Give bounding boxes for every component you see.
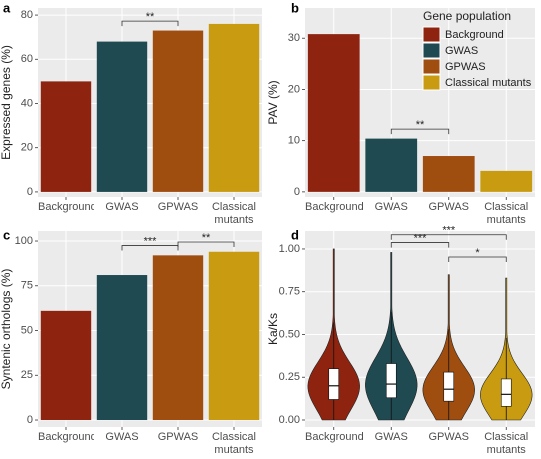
significance-bracket bbox=[448, 256, 507, 262]
panel-label: d bbox=[291, 227, 299, 242]
x-tick-label: GWAS bbox=[105, 201, 139, 213]
y-tick-label: 60 bbox=[21, 53, 33, 65]
legend-key bbox=[422, 26, 441, 43]
y-tick-label: 40 bbox=[21, 97, 33, 109]
bar bbox=[40, 310, 92, 421]
x-tick-label: Background bbox=[305, 201, 363, 213]
x-tick-label-box: GPWAS bbox=[428, 431, 470, 443]
significance-bracket bbox=[390, 234, 507, 240]
significance-label: ** bbox=[202, 232, 211, 244]
y-tick-label: 10 bbox=[288, 135, 300, 147]
x-tick-label-box: Background bbox=[38, 431, 94, 443]
panel-label: a bbox=[3, 0, 11, 15]
legend-title: Gene population bbox=[423, 9, 511, 23]
box bbox=[500, 378, 512, 407]
x-tick-label: GPWAS bbox=[428, 431, 470, 443]
bar bbox=[208, 23, 260, 192]
significance-bracket bbox=[390, 242, 450, 248]
y-tick-label: 25 bbox=[21, 369, 33, 381]
y-tick-label: 0.00 bbox=[279, 414, 300, 426]
x-tick-label: GPWAS bbox=[428, 201, 470, 213]
x-tick-label: Classical mutants bbox=[211, 431, 256, 456]
x-tick-label: Classical mutants bbox=[484, 201, 529, 226]
x-tick-label: GWAS bbox=[374, 431, 408, 443]
x-tick-label-box: Background bbox=[305, 201, 363, 213]
x-tick-label-box: GPWAS bbox=[157, 431, 199, 443]
x-tick-label-box: Classical mutants bbox=[484, 431, 529, 456]
x-tick-label-box: GWAS bbox=[374, 201, 408, 213]
x-tick-label-box: Classical mutants bbox=[211, 201, 256, 226]
y-tick-label: 50 bbox=[21, 324, 33, 336]
x-tick-label-box: Background bbox=[305, 431, 363, 443]
box bbox=[443, 371, 455, 402]
bar bbox=[152, 30, 204, 192]
bar bbox=[96, 275, 148, 421]
box bbox=[385, 363, 397, 399]
x-tick-label-box: GWAS bbox=[105, 431, 139, 443]
legend-key bbox=[422, 42, 441, 59]
y-axis-title: Syntenic orthologs (%) bbox=[0, 269, 13, 390]
y-tick-label: 1.00 bbox=[279, 243, 300, 255]
y-tick-label: 0 bbox=[27, 186, 33, 198]
y-axis-title: PAV (%) bbox=[266, 80, 280, 124]
y-axis-title: Ka/Ks bbox=[266, 313, 280, 345]
y-tick-label: 0.75 bbox=[279, 286, 300, 298]
bar bbox=[422, 156, 475, 192]
legend-key bbox=[422, 58, 441, 75]
bar bbox=[480, 170, 533, 192]
significance-label: *** bbox=[144, 235, 158, 247]
legend-label: Classical mutants bbox=[445, 77, 532, 89]
x-tick-label-box: GPWAS bbox=[157, 201, 199, 213]
legend-label: GWAS bbox=[445, 45, 478, 57]
significance-label: ** bbox=[146, 11, 155, 23]
significance-label: *** bbox=[442, 225, 456, 237]
bar bbox=[152, 255, 204, 421]
x-tick-label-box: GWAS bbox=[105, 201, 139, 213]
bar bbox=[208, 251, 260, 421]
legend-label: GPWAS bbox=[445, 61, 486, 73]
panel-label: c bbox=[3, 227, 10, 242]
x-tick-label: Background bbox=[38, 431, 94, 443]
y-tick-label: 30 bbox=[288, 32, 300, 44]
legend-label: Background bbox=[445, 29, 504, 41]
x-tick-label-box: Classical mutants bbox=[211, 431, 256, 456]
y-tick-label: 100 bbox=[15, 235, 33, 247]
x-tick-label: Classical mutants bbox=[484, 431, 529, 456]
x-tick-label: GPWAS bbox=[157, 431, 199, 443]
box bbox=[328, 368, 340, 400]
significance-label: * bbox=[475, 247, 480, 259]
significance-label: ** bbox=[416, 119, 425, 131]
y-tick-label: 0.25 bbox=[279, 371, 300, 383]
y-tick-label: 0 bbox=[27, 414, 33, 426]
x-tick-label: Background bbox=[38, 201, 94, 213]
y-tick-label: 75 bbox=[21, 280, 33, 292]
x-tick-label: GPWAS bbox=[157, 201, 199, 213]
y-axis-title: Expressed genes (%) bbox=[0, 45, 13, 160]
x-tick-label-box: Classical mutants bbox=[484, 201, 529, 226]
y-tick-label: 20 bbox=[21, 142, 33, 154]
y-tick-label: 80 bbox=[21, 9, 33, 21]
panel-label: b bbox=[291, 0, 299, 15]
x-tick-label-box: GWAS bbox=[374, 431, 408, 443]
bar bbox=[307, 34, 360, 192]
bar bbox=[40, 81, 92, 192]
significance-bracket bbox=[121, 20, 179, 27]
legend-key bbox=[422, 74, 441, 91]
significance-bracket bbox=[390, 128, 450, 135]
y-tick-label: 0.50 bbox=[279, 328, 300, 340]
bar bbox=[96, 41, 148, 192]
x-tick-label: Background bbox=[305, 431, 363, 443]
significance-bracket bbox=[177, 241, 235, 247]
x-tick-label: GWAS bbox=[374, 201, 408, 213]
x-tick-label-box: GPWAS bbox=[428, 201, 470, 213]
significance-bracket bbox=[121, 245, 179, 251]
x-tick-label-box: Background bbox=[38, 201, 94, 213]
bar bbox=[365, 138, 418, 192]
significance-label: *** bbox=[414, 232, 428, 244]
y-tick-label: 0 bbox=[294, 186, 300, 198]
x-tick-label: GWAS bbox=[105, 431, 139, 443]
x-tick-label: Classical mutants bbox=[211, 201, 256, 226]
y-tick-label: 20 bbox=[288, 83, 300, 95]
